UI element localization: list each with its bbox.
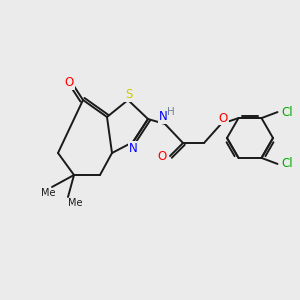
Text: Me: Me (68, 198, 82, 208)
Text: N: N (159, 110, 167, 124)
Text: Me: Me (41, 188, 55, 198)
Text: Cl: Cl (282, 158, 293, 170)
Text: H: H (167, 107, 175, 117)
Text: S: S (125, 88, 133, 101)
Text: O: O (158, 149, 166, 163)
Text: N: N (129, 142, 137, 154)
Text: O: O (218, 112, 228, 124)
Text: O: O (64, 76, 74, 89)
Text: Cl: Cl (282, 106, 293, 118)
